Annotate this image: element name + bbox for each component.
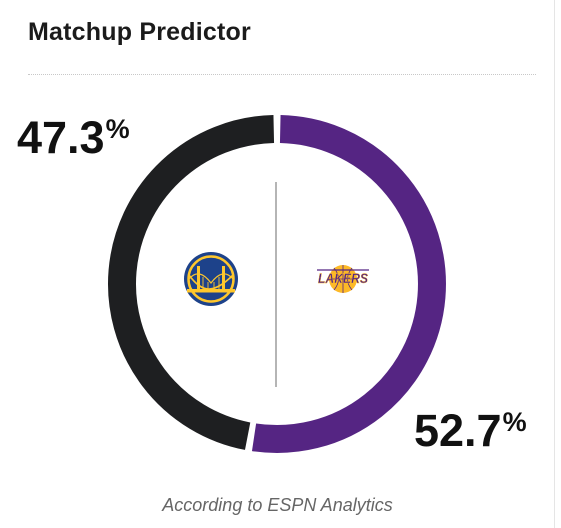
analytics-attribution: According to ESPN Analytics xyxy=(162,495,393,515)
home-percent-number: 52.7 xyxy=(414,405,502,456)
home-percent-symbol: % xyxy=(502,407,527,437)
title-divider xyxy=(28,74,536,75)
golden-state-warriors-logo-icon xyxy=(184,252,238,306)
home-win-percentage: 52.7% xyxy=(414,408,527,453)
away-percent-number: 47.3 xyxy=(17,112,105,163)
away-win-percentage: 47.3% xyxy=(17,115,130,160)
los-angeles-lakers-logo-icon: LAKERS xyxy=(317,265,369,293)
lakers-logo-wordmark: LAKERS xyxy=(318,270,369,286)
away-win-probability-arc xyxy=(108,115,275,450)
away-percent-symbol: % xyxy=(105,114,130,144)
home-win-probability-arc xyxy=(251,115,446,453)
widget-title: Matchup Predictor xyxy=(28,18,251,46)
